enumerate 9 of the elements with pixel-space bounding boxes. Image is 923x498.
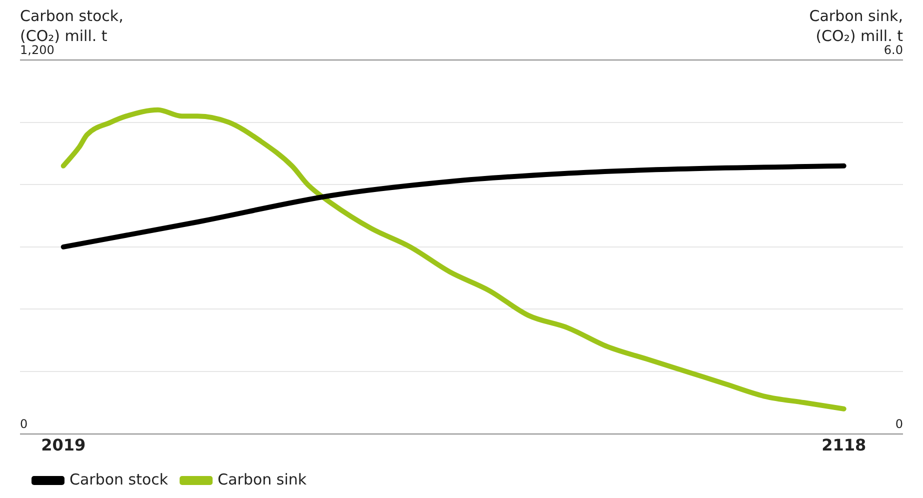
y2-tick-label: 0 [895, 416, 903, 431]
y2-axis-title: Carbon sink, (CO₂) mill. t [809, 6, 903, 45]
x-tick-label: 2118 [822, 436, 866, 455]
y-axis-title: Carbon stock, (CO₂) mill. t [20, 6, 124, 45]
legend-label: Carbon sink [218, 470, 307, 488]
x-tick-label: 2019 [41, 436, 86, 455]
y-tick-label: 1,200 [20, 43, 54, 58]
legend-label: Carbon stock [70, 470, 168, 488]
y2-tick-label: 6.0 [884, 43, 903, 58]
